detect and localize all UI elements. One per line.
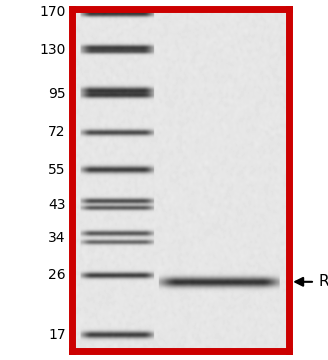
- Text: RhoD: RhoD: [318, 274, 328, 289]
- Text: 95: 95: [48, 87, 66, 101]
- Text: 43: 43: [48, 198, 66, 212]
- Text: 17: 17: [48, 328, 66, 342]
- Text: 55: 55: [48, 163, 66, 177]
- Text: 34: 34: [48, 231, 66, 244]
- Text: 170: 170: [39, 5, 66, 19]
- Text: 26: 26: [48, 268, 66, 282]
- Text: 130: 130: [39, 43, 66, 57]
- Text: 72: 72: [48, 126, 66, 139]
